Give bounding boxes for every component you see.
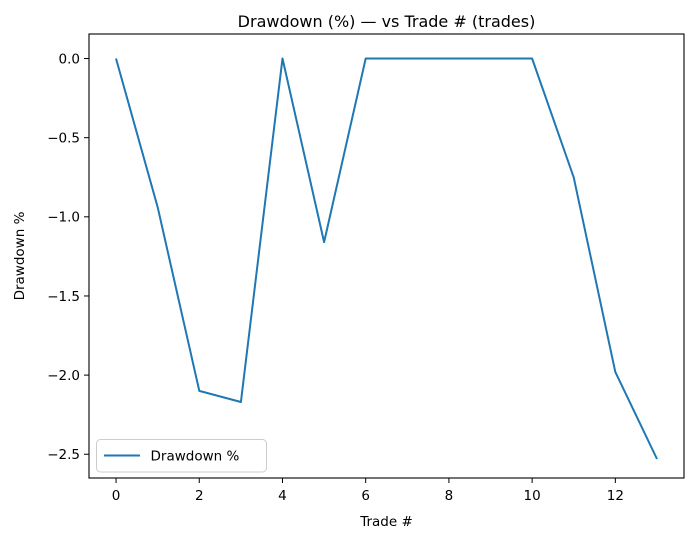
y-tick-label: −2.0	[47, 368, 80, 384]
y-tick-label: −2.5	[47, 447, 80, 463]
y-tick-label: −1.5	[47, 289, 80, 305]
legend-box	[96, 439, 267, 473]
y-tick-label: −1.0	[47, 210, 80, 226]
x-tick-label: 10	[524, 488, 541, 504]
x-tick-label: 6	[361, 488, 370, 504]
x-tick-label: 2	[195, 488, 204, 504]
y-tick-label: −0.5	[47, 130, 80, 146]
y-tick-label: 0.0	[59, 51, 80, 67]
x-tick-label: 12	[607, 488, 624, 504]
drawdown-line	[115, 57, 658, 460]
plot-border	[88, 33, 685, 479]
chart-title: Drawdown (%) — vs Trade # (trades)	[238, 12, 536, 31]
x-tick-label: 4	[278, 488, 287, 504]
legend: Drawdown %	[96, 439, 267, 473]
axis-ticks: 0 2 4 6 8 10 12 0.0 −0.5 −1.0 −1.5 −2.0 −2.5	[47, 51, 624, 504]
x-axis-label: Trade #	[359, 514, 413, 530]
legend-label: Drawdown %	[151, 449, 240, 465]
x-tick-label: 0	[112, 488, 121, 504]
x-tick-label: 8	[445, 488, 454, 504]
y-axis-label: Drawdown %	[12, 211, 28, 300]
